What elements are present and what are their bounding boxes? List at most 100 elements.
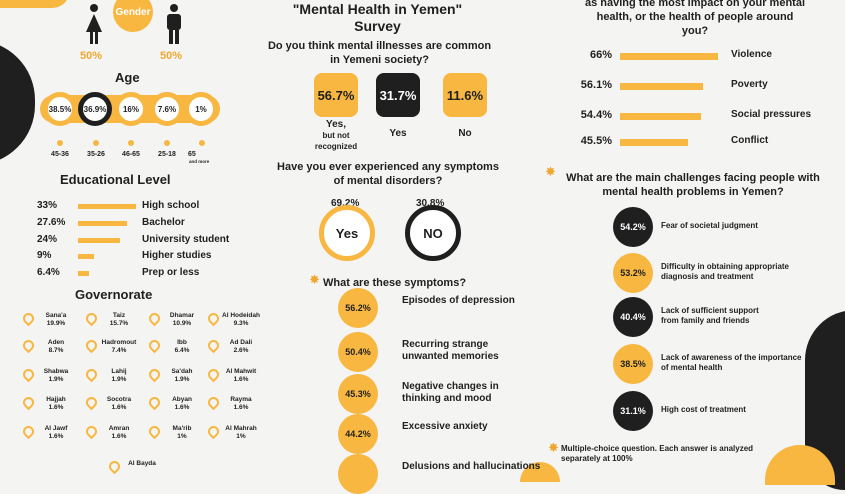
age-range-label: 65 (188, 151, 196, 158)
impact-label: Social pressures (731, 109, 812, 120)
governorate-name: Hadromout (101, 339, 137, 346)
survey-title: "Mental Health in Yemen" Survey (292, 1, 463, 34)
age-dot (128, 140, 134, 146)
impact-pct: 56.1% (580, 79, 612, 91)
governorate-pct: 1.9% (174, 376, 190, 383)
symptom-label-line2: thinking and mood (402, 393, 492, 404)
governorate-name: Shabwa (43, 368, 69, 375)
education-pct: 9% (37, 250, 52, 261)
governorate-name: Ma'rib (172, 425, 192, 432)
governorate-name: Al Hodeidah (222, 312, 260, 319)
education-bar (78, 254, 94, 259)
governorate-pct: 19.9% (46, 320, 66, 327)
governorate-name: Socotra (106, 396, 132, 403)
governorate-pct: 1% (177, 433, 187, 440)
q1-answer-2: 31.7% (376, 73, 420, 117)
education-bar (78, 271, 89, 276)
challenge-circle: 54.2% (613, 207, 653, 247)
governorate-pct: 1.6% (111, 404, 127, 411)
impact-label: Violence (731, 49, 772, 60)
symptom-label: Recurring strange (402, 339, 489, 350)
challenge-label: Fear of societal judgment (661, 221, 758, 230)
age-range-label: 46-65 (122, 151, 140, 158)
q2-no-pct: 30.8% (416, 198, 445, 209)
symptom-label: Excessive anxiety (402, 421, 488, 432)
star-icon: ✸ (545, 164, 556, 179)
age-ring-4: 7.6% (150, 92, 184, 126)
governorate-name: Dhamar (169, 312, 195, 319)
impact-label: Poverty (731, 79, 768, 90)
q1-answer-1-label: Yes, but not recognized (314, 119, 358, 151)
impact-pct: 66% (589, 49, 612, 61)
governorate-pct: 1.6% (233, 404, 249, 411)
challenge-label: High cost of treatment (661, 405, 746, 414)
education-bar (78, 204, 136, 209)
governorate-pct: 1.6% (48, 404, 64, 411)
symptom-label-line2: unwanted memories (402, 351, 499, 362)
gender-badge: Gender (113, 0, 153, 32)
symptom-label: Episodes of depression (402, 295, 515, 306)
star-icon: ✸ (309, 272, 320, 287)
q1-question: Do you think mental illnesses are common… (267, 40, 492, 66)
governorate-name: Al Jawf (44, 425, 68, 432)
male-pct: 50% (160, 50, 183, 62)
impact-bar (620, 113, 701, 120)
governorate-name: Abyan (172, 396, 192, 403)
governorate-name: Ad Dali (229, 339, 253, 346)
footnote: Multiple-choice question. Each answer is… (561, 444, 754, 463)
governorate-pct: 1.6% (233, 376, 249, 383)
governorate-pct: 15.7% (109, 320, 129, 327)
age-dot (199, 140, 205, 146)
education-pct: 6.4% (37, 267, 60, 278)
challenge-circle: 53.2% (613, 253, 653, 293)
impact-pct: 45.5% (580, 135, 612, 147)
governorate-name: Amran (108, 425, 130, 432)
age-range-sub: and more (189, 159, 210, 164)
symptom-circle (338, 454, 378, 494)
governorate-pct: 2.6% (233, 347, 249, 354)
impact-title: as having the most impact on your mental… (584, 0, 806, 37)
governorate-pct: 1.6% (174, 404, 190, 411)
age-range-label: 45-36 (51, 151, 69, 158)
challenges-title: What are the main challenges facing peop… (566, 172, 820, 198)
age-ring-2: 36.9% (78, 92, 112, 126)
education-bar (78, 238, 120, 243)
education-title: Educational Level (60, 172, 171, 187)
governorate-name: Sa'dah (171, 368, 193, 375)
symptom-circle: 44.2% (338, 414, 378, 454)
symptom-circle: 56.2% (338, 288, 378, 328)
governorate-pct: 1.9% (111, 376, 127, 383)
age-dot (164, 140, 170, 146)
education-label: Bachelor (142, 217, 185, 228)
governorate-name: Hajjah (46, 396, 66, 403)
challenge-label: Lack of awareness of the importance (661, 353, 802, 362)
age-range-label: 25-18 (158, 151, 176, 158)
governorate-name: Sana'a (45, 312, 67, 319)
challenge-label: Difficulty in obtaining appropriate (661, 262, 789, 271)
governorate-pct: 9.3% (233, 320, 249, 327)
education-pct: 33% (37, 200, 58, 211)
governorate-name: Aden (47, 339, 65, 346)
q1-answer-1: 56.7% (314, 73, 358, 117)
governorate-name: Al Mahwit (225, 368, 257, 375)
age-ring-5: 1% (184, 92, 218, 126)
symptom-circle: 45.3% (338, 374, 378, 414)
age-range-label: 35-26 (87, 151, 105, 158)
impact-bar (620, 139, 688, 146)
q2-no-circle: NO (405, 205, 461, 261)
education-label: High school (142, 200, 200, 211)
challenge-circle: 38.5% (613, 344, 653, 384)
governorate-pct: 7.4% (111, 347, 127, 354)
symptoms-title: What are these symptoms? (323, 277, 467, 289)
symptom-label: Delusions and hallucinations (402, 461, 541, 472)
governorate-name: Al Mahrah (225, 425, 257, 432)
governorate-pct: 8.7% (48, 347, 64, 354)
governorate-name: Taiz (112, 312, 126, 319)
education-label: Prep or less (142, 267, 200, 278)
governorate-pct: 1% (236, 433, 246, 440)
challenge-label-line2: of mental health (661, 363, 723, 372)
governorate-name: Lahij (111, 368, 127, 375)
age-dot (93, 140, 99, 146)
q2-yes-circle: Yes (319, 205, 375, 261)
female-pct: 50% (80, 50, 103, 62)
